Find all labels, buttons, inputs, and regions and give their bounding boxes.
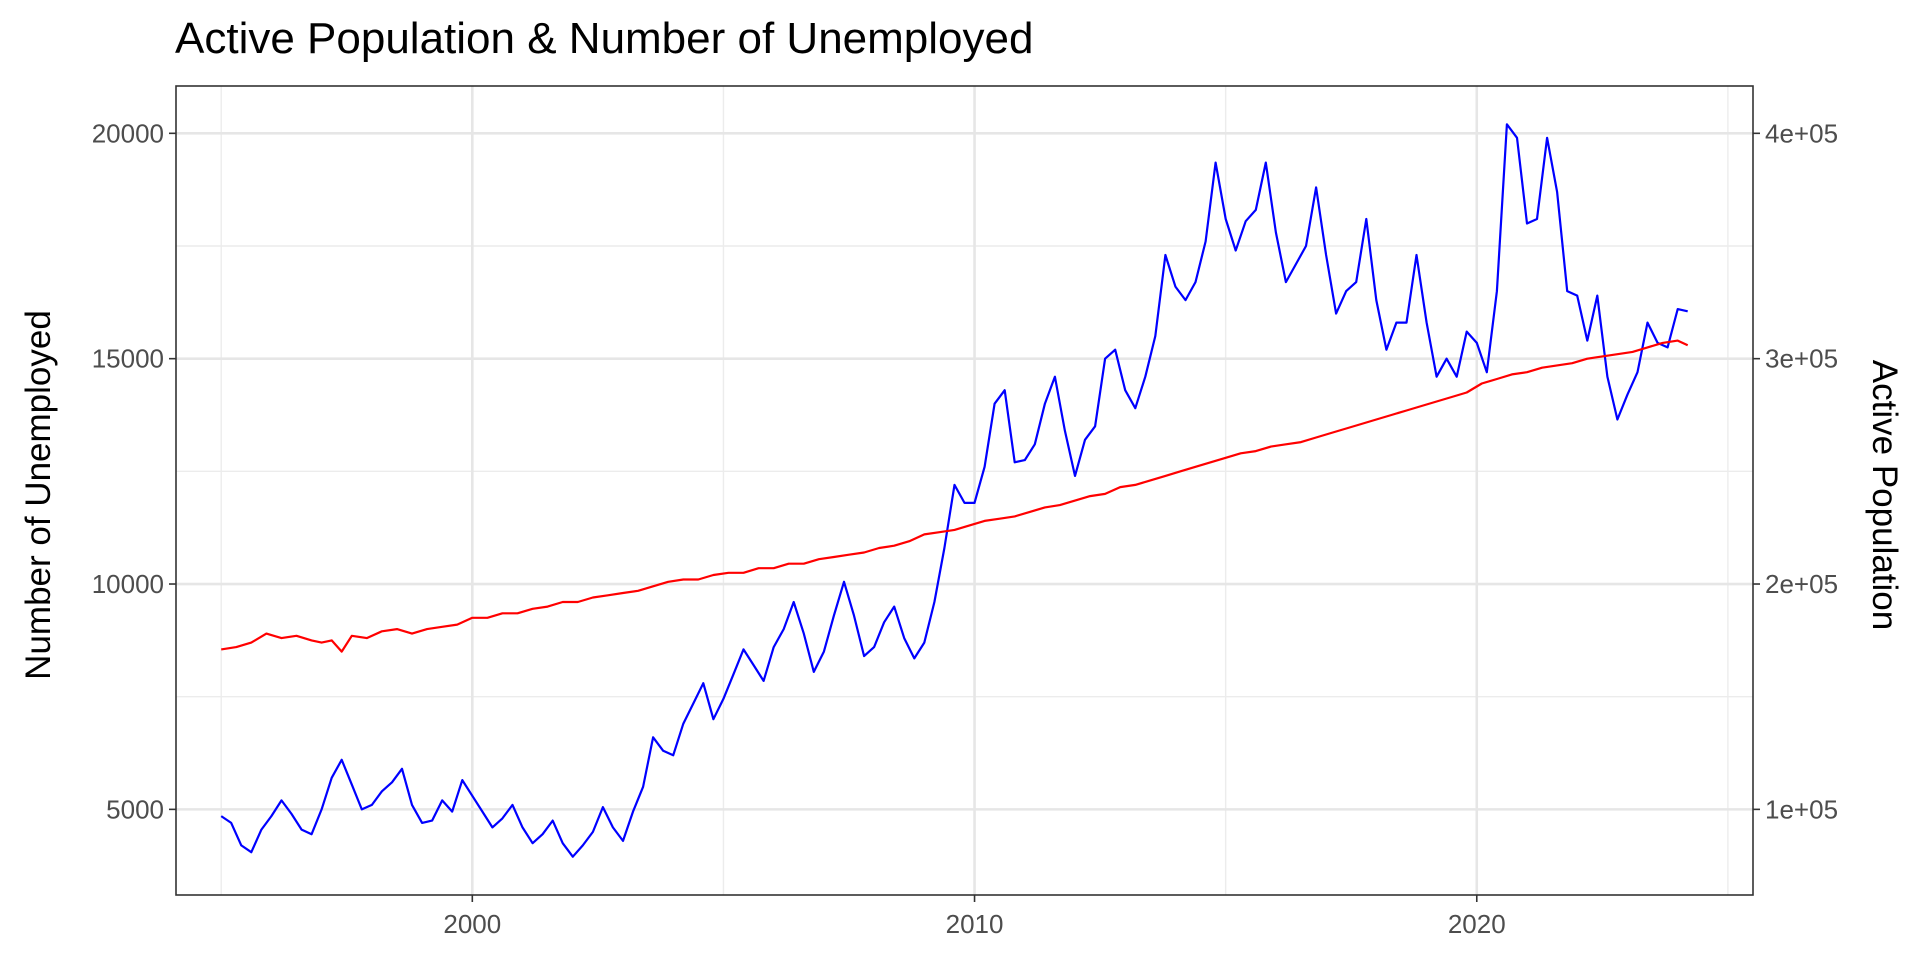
chart-title: Active Population & Number of Unemployed: [175, 14, 1033, 63]
axes: 2000 2010 2020 5000 10000 15000 20000 1e+05 2e+0…: [92, 118, 1838, 939]
x-tick-label: 2010: [946, 909, 1004, 939]
x-tick-label: 2000: [443, 909, 501, 939]
y-tick-label: 20000: [92, 118, 164, 148]
series-group: [220, 123, 1689, 858]
y2-tick-label: 3e+05: [1765, 344, 1838, 374]
active-population-line: [221, 339, 1689, 653]
x-tick-label: 2020: [1448, 909, 1506, 939]
plot-panel: [175, 85, 1754, 896]
grid: [176, 86, 1753, 895]
y-axis-title: Number of Unemployed: [19, 310, 58, 680]
y2-tick-label: 2e+05: [1765, 569, 1838, 599]
y2-tick-label: 4e+05: [1765, 118, 1838, 148]
y2-axis-title: Active Population: [1865, 360, 1904, 630]
y-tick-label: 5000: [106, 794, 164, 824]
y-tick-label: 10000: [92, 569, 164, 599]
unemployed-line: [220, 123, 1688, 858]
y2-tick-label: 1e+05: [1765, 794, 1838, 824]
y-tick-label: 15000: [92, 344, 164, 374]
